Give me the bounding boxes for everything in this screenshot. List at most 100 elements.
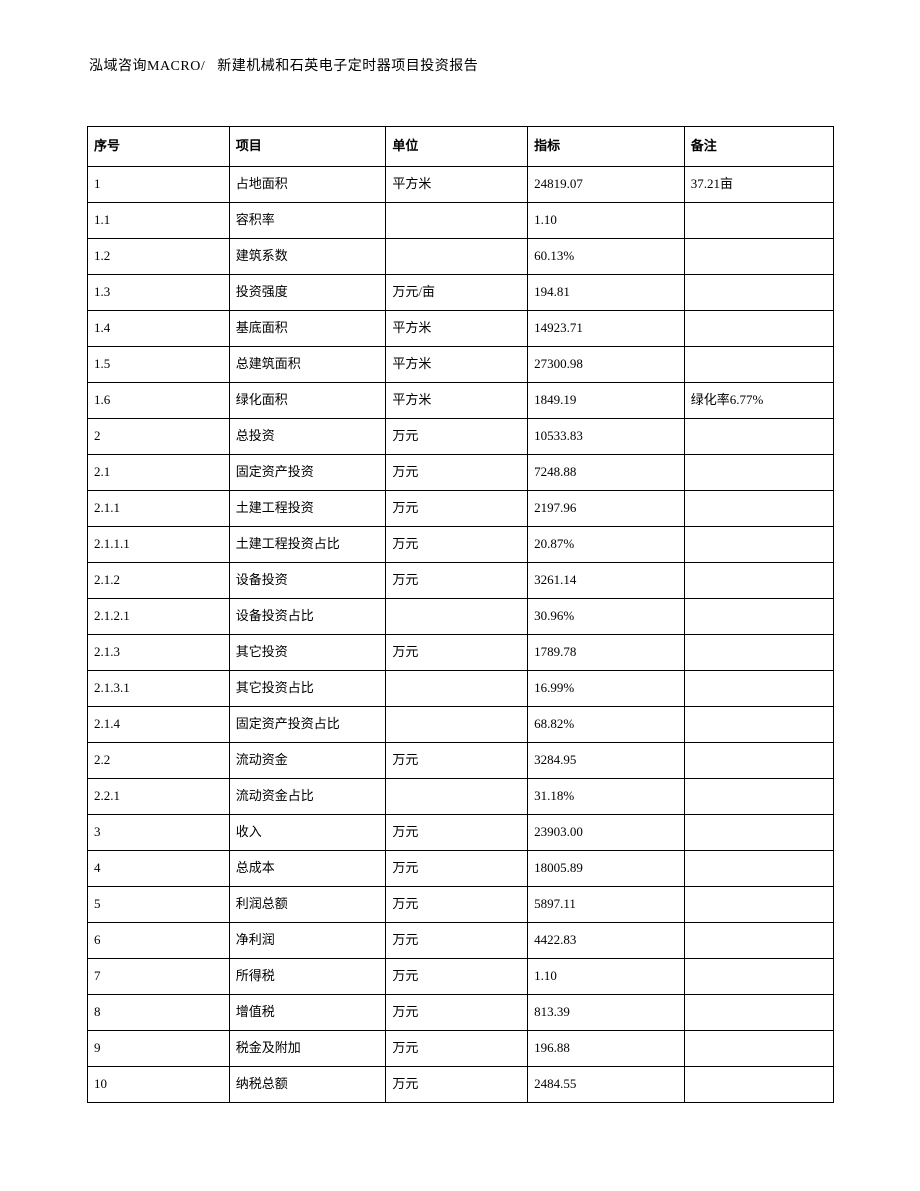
table-row: 1.5总建筑面积平方米27300.98 [88, 347, 834, 383]
table-cell [684, 1067, 833, 1103]
table-cell [684, 815, 833, 851]
table-cell: 土建工程投资 [229, 491, 386, 527]
table-cell: 万元/亩 [386, 275, 528, 311]
table-cell: 14923.71 [528, 311, 685, 347]
table-cell [684, 455, 833, 491]
table-cell [684, 239, 833, 275]
table-cell: 31.18% [528, 779, 685, 815]
table-row: 2.1.2.1设备投资占比30.96% [88, 599, 834, 635]
table-cell: 10533.83 [528, 419, 685, 455]
table-cell: 27300.98 [528, 347, 685, 383]
table-cell: 纳税总额 [229, 1067, 386, 1103]
table-cell: 68.82% [528, 707, 685, 743]
table-cell: 万元 [386, 995, 528, 1031]
table-cell [684, 311, 833, 347]
column-header-item: 项目 [229, 127, 386, 167]
table-cell: 3 [88, 815, 230, 851]
table-cell: 1.2 [88, 239, 230, 275]
column-header-seq: 序号 [88, 127, 230, 167]
table-cell: 2.1.1.1 [88, 527, 230, 563]
table-row: 2.2.1流动资金占比31.18% [88, 779, 834, 815]
table-cell [684, 887, 833, 923]
table-cell: 建筑系数 [229, 239, 386, 275]
table-cell [684, 599, 833, 635]
table-cell: 平方米 [386, 347, 528, 383]
table-cell: 增值税 [229, 995, 386, 1031]
table-cell: 1.10 [528, 203, 685, 239]
table-cell: 万元 [386, 959, 528, 995]
table-cell [684, 671, 833, 707]
page-header: 泓域咨询MACRO/ 新建机械和石英电子定时器项目投资报告 [89, 55, 478, 75]
table-cell: 万元 [386, 815, 528, 851]
table-row: 9税金及附加万元196.88 [88, 1031, 834, 1067]
table-cell: 2.1.4 [88, 707, 230, 743]
table-cell [684, 1031, 833, 1067]
table-cell: 1.6 [88, 383, 230, 419]
table-cell: 5897.11 [528, 887, 685, 923]
table-row: 8增值税万元813.39 [88, 995, 834, 1031]
table-cell: 37.21亩 [684, 167, 833, 203]
table-cell: 7 [88, 959, 230, 995]
table-row: 1.4基底面积平方米14923.71 [88, 311, 834, 347]
table-cell: 24819.07 [528, 167, 685, 203]
table-cell: 1.3 [88, 275, 230, 311]
table-cell: 净利润 [229, 923, 386, 959]
table-cell: 基底面积 [229, 311, 386, 347]
table-cell: 2484.55 [528, 1067, 685, 1103]
table-cell: 2197.96 [528, 491, 685, 527]
table-cell: 2.1.3 [88, 635, 230, 671]
table-row: 1.2建筑系数60.13% [88, 239, 834, 275]
table-cell: 194.81 [528, 275, 685, 311]
table-cell [386, 707, 528, 743]
table-cell: 23903.00 [528, 815, 685, 851]
table-cell: 10 [88, 1067, 230, 1103]
table-cell [684, 203, 833, 239]
table-cell: 固定资产投资占比 [229, 707, 386, 743]
table-cell [386, 239, 528, 275]
table-cell: 总投资 [229, 419, 386, 455]
table-cell: 9 [88, 1031, 230, 1067]
table-cell: 5 [88, 887, 230, 923]
table-row: 10纳税总额万元2484.55 [88, 1067, 834, 1103]
table-cell [386, 203, 528, 239]
main-table-container: 序号 项目 单位 指标 备注 1占地面积平方米24819.0737.21亩1.1… [87, 126, 834, 1103]
table-cell: 税金及附加 [229, 1031, 386, 1067]
table-cell [684, 419, 833, 455]
table-row: 5利润总额万元5897.11 [88, 887, 834, 923]
table-cell: 其它投资占比 [229, 671, 386, 707]
table-header-row: 序号 项目 单位 指标 备注 [88, 127, 834, 167]
table-row: 2.1.1.1土建工程投资占比万元20.87% [88, 527, 834, 563]
table-cell: 8 [88, 995, 230, 1031]
table-cell [684, 635, 833, 671]
table-cell: 万元 [386, 563, 528, 599]
table-cell: 万元 [386, 1031, 528, 1067]
table-cell: 其它投资 [229, 635, 386, 671]
table-cell [386, 599, 528, 635]
table-cell: 1789.78 [528, 635, 685, 671]
table-cell: 2.1.2.1 [88, 599, 230, 635]
table-cell: 1.5 [88, 347, 230, 383]
table-cell: 万元 [386, 923, 528, 959]
table-cell: 万元 [386, 851, 528, 887]
table-cell: 万元 [386, 635, 528, 671]
table-cell: 2.1 [88, 455, 230, 491]
table-cell: 16.99% [528, 671, 685, 707]
company-name: 泓域咨询MACRO/ [89, 59, 205, 74]
table-row: 6净利润万元4422.83 [88, 923, 834, 959]
table-cell: 设备投资占比 [229, 599, 386, 635]
table-cell: 2.1.3.1 [88, 671, 230, 707]
table-cell [684, 851, 833, 887]
table-cell: 平方米 [386, 167, 528, 203]
table-cell: 投资强度 [229, 275, 386, 311]
table-cell [684, 275, 833, 311]
table-row: 1.3投资强度万元/亩194.81 [88, 275, 834, 311]
table-row: 1.1容积率1.10 [88, 203, 834, 239]
table-cell: 1.10 [528, 959, 685, 995]
table-cell: 18005.89 [528, 851, 685, 887]
table-row: 1占地面积平方米24819.0737.21亩 [88, 167, 834, 203]
table-cell: 3261.14 [528, 563, 685, 599]
table-cell [684, 491, 833, 527]
table-cell [684, 527, 833, 563]
table-cell: 总建筑面积 [229, 347, 386, 383]
table-cell: 容积率 [229, 203, 386, 239]
